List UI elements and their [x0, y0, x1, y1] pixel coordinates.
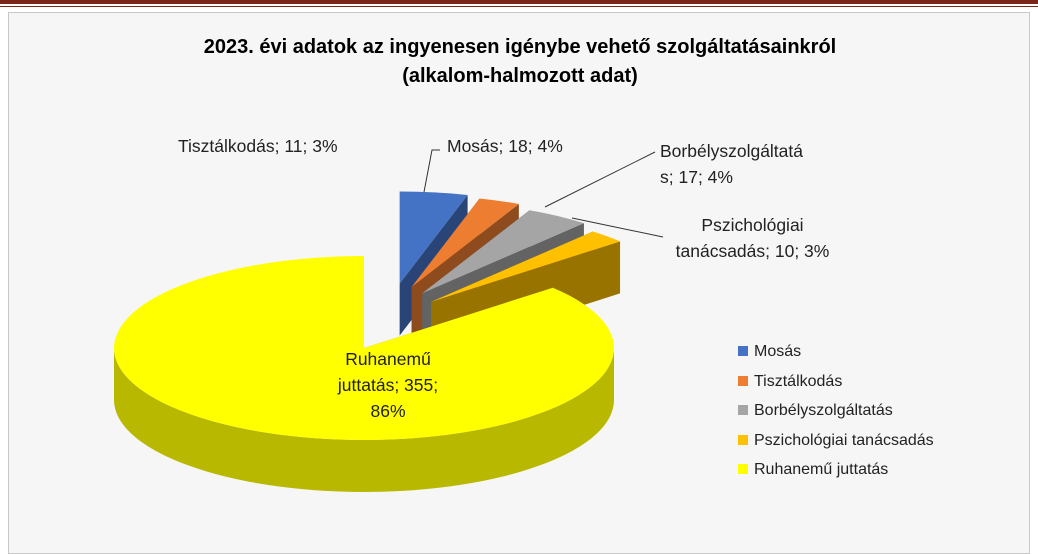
title-line: 2023. évi adatok az ingyenesen igénybe v…: [203, 36, 837, 58]
leader-line: [544, 151, 656, 208]
top-border: [0, 0, 1038, 4]
data-label: Pszichológiai tanácsadás; 10; 3%: [675, 215, 830, 261]
legend-swatch: [738, 434, 748, 445]
legend-item: Pszichológiai tanácsadás: [738, 431, 934, 451]
data-label: Ruhanemű juttatás; 355; 86%: [337, 349, 439, 421]
leader-line: [571, 217, 664, 238]
legend-swatch: [738, 405, 748, 415]
legend-swatch: [738, 346, 748, 356]
legend-label: Pszichológiai tanácsadás: [754, 431, 934, 449]
legend-swatch: [738, 464, 748, 474]
legend-swatch: [738, 375, 748, 386]
slice: [411, 198, 519, 288]
chart-title: 2023. évi adatok az ingyenesen igénybe v…: [100, 33, 940, 91]
legend-item: Borbélyszolgáltatás: [738, 401, 893, 421]
title-line: (alkalom-halmozott adat): [402, 65, 638, 87]
data-label: Mosás; 18; 4%: [447, 136, 563, 156]
data-label: Borbélyszolgáltatás; 17; 4%: [660, 141, 803, 187]
slice: [431, 231, 621, 302]
legend-label: Tisztálkodás: [754, 372, 843, 390]
legend-label: Ruhanemű juttatás: [754, 461, 889, 478]
leader-line: [423, 149, 440, 193]
slice: [422, 210, 584, 294]
legend-item: Mosás: [738, 342, 801, 362]
slice: [114, 256, 615, 440]
slice-side: [114, 348, 614, 492]
legend-label: Borbélyszolgáltatás: [754, 402, 893, 419]
legend-item: Ruhanemű juttatás: [738, 460, 888, 480]
top-rule: [0, 6, 1038, 7]
data-label: Tisztálkodás; 11; 3%: [178, 136, 338, 156]
legend-label: Mosás: [754, 343, 802, 360]
legend-item: Tisztálkodás: [738, 372, 842, 392]
slice: [399, 191, 468, 284]
